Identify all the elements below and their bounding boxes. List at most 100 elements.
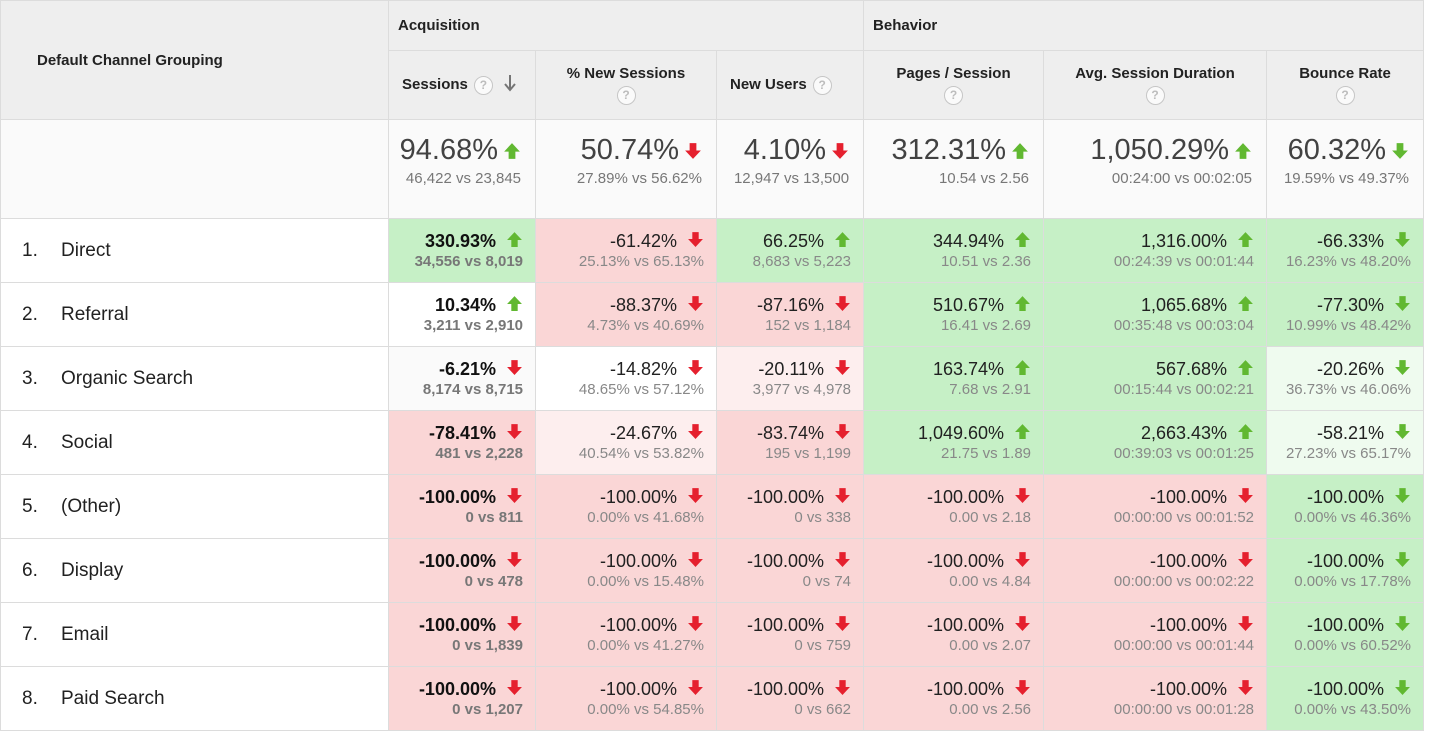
arrow-up-icon: [1237, 423, 1254, 445]
arrow-up-icon: [503, 135, 521, 168]
metric-cell-new-users: -100.00% 0 vs 338: [715, 474, 865, 539]
arrow-up-icon: [1237, 295, 1254, 317]
channel-link[interactable]: (Other): [61, 495, 122, 517]
arrow-down-icon: [834, 679, 851, 701]
dimension-header[interactable]: Default Channel Grouping: [0, 0, 389, 120]
metric-compare: 00:00:00 vs 00:01:52: [1113, 509, 1255, 526]
metric-value: -100.00%: [746, 551, 825, 571]
metric-value: 2,663.43%: [1140, 423, 1228, 443]
table-row: 5. (Other) -100.00% 0 vs 811 -100.00% 0.00% v…: [0, 474, 1425, 539]
row-index: 8.: [22, 687, 38, 709]
metric-compare: 00:15:44 vs 00:02:21: [1113, 381, 1255, 398]
metric-value: -100.00%: [1306, 615, 1385, 635]
summary-value: 50.74%: [580, 134, 679, 166]
arrow-down-icon: [1237, 679, 1254, 701]
metric-value: -58.21%: [1316, 423, 1385, 443]
arrow-down-icon: [834, 359, 851, 381]
column-header-new-users[interactable]: New Users?: [715, 50, 865, 120]
metric-value: -87.16%: [756, 295, 825, 315]
channel-link[interactable]: Email: [61, 623, 109, 645]
table-row: 6. Display -100.00% 0 vs 478 -100.00% 0.00% v…: [0, 538, 1425, 603]
metric-compare: 40.54% vs 53.82%: [578, 445, 704, 462]
metric-compare: 36.73% vs 46.06%: [1285, 381, 1412, 398]
metric-cell-bounce-rate: -100.00% 0.00% vs 43.50%: [1266, 666, 1425, 731]
channel-cell: 3. Organic Search: [0, 346, 389, 411]
metric-cell-pages-per-session: -100.00% 0.00 vs 2.56: [863, 666, 1045, 731]
metric-compare: 0.00 vs 4.84: [949, 573, 1032, 590]
channel-link[interactable]: Organic Search: [61, 367, 194, 389]
metric-cell-sessions: -100.00% 0 vs 1,207: [388, 666, 536, 731]
metric-value: -100.00%: [746, 487, 825, 507]
channel-link[interactable]: Social: [61, 431, 113, 453]
metric-value: -100.00%: [1306, 487, 1385, 507]
channel-cell: 6. Display: [0, 538, 389, 603]
metric-value: -14.82%: [609, 359, 677, 379]
arrow-up-icon: [1014, 295, 1031, 317]
metric-value: -100.00%: [599, 487, 677, 507]
column-header-sessions[interactable]: Sessions?: [388, 50, 536, 120]
arrow-down-icon: [1014, 551, 1031, 573]
arrow-down-icon: [1394, 423, 1411, 445]
metric-compare: 0 vs 759: [794, 637, 852, 654]
column-header-label: Pages / Session: [896, 65, 1011, 82]
metric-cell-new-sessions-pct: -88.37% 4.73% vs 40.69%: [535, 282, 717, 347]
summary-avg-session-duration: 1,050.29% 00:24:00 vs 00:02:05: [1043, 119, 1268, 219]
row-index: 5.: [22, 495, 38, 517]
arrow-down-icon[interactable]: [503, 74, 517, 96]
arrow-down-icon: [506, 551, 523, 573]
metric-cell-pages-per-session: 1,049.60% 21.75 vs 1.89: [863, 410, 1045, 475]
column-header-pages-per-session[interactable]: Pages / Session?: [863, 50, 1045, 120]
metric-compare: 0 vs 662: [794, 701, 852, 718]
metric-cell-sessions: -6.21% 8,174 vs 8,715: [388, 346, 536, 411]
metric-compare: 0 vs 1,207: [452, 701, 523, 718]
metric-cell-new-users: -100.00% 0 vs 662: [715, 666, 865, 731]
column-header-bounce-rate[interactable]: Bounce Rate?: [1266, 50, 1425, 120]
metric-compare: 00:00:00 vs 00:02:22: [1113, 573, 1255, 590]
table-row: 8. Paid Search -100.00% 0 vs 1,207 -100.00% 0…: [0, 666, 1425, 731]
metric-cell-avg-session-duration: 1,065.68% 00:35:48 vs 00:03:04: [1043, 282, 1268, 347]
channel-cell: 7. Email: [0, 602, 389, 667]
column-header-new-sessions-pct[interactable]: % New Sessions?: [535, 50, 717, 120]
channel-link[interactable]: Referral: [61, 303, 129, 325]
arrow-down-icon: [1237, 487, 1254, 509]
metric-value: 1,316.00%: [1140, 231, 1228, 251]
row-index: 3.: [22, 367, 38, 389]
channel-link[interactable]: Paid Search: [61, 687, 165, 709]
metric-compare: 195 vs 1,199: [765, 445, 852, 462]
metric-cell-pages-per-session: 344.94% 10.51 vs 2.36: [863, 218, 1045, 283]
table-row: 1. Direct 330.93% 34,556 vs 8,019 -61.42% 25.…: [0, 218, 1425, 283]
metric-value: -100.00%: [599, 615, 677, 635]
help-icon[interactable]: ?: [812, 75, 832, 95]
column-header-label: % New Sessions: [566, 65, 686, 82]
help-icon[interactable]: ?: [473, 75, 493, 95]
help-icon[interactable]: ?: [1145, 86, 1165, 105]
arrow-down-icon: [1237, 615, 1254, 637]
metric-value: -77.30%: [1316, 295, 1385, 315]
metric-value: -100.00%: [1306, 679, 1385, 699]
summary-bounce-rate: 60.32% 19.59% vs 49.37%: [1266, 119, 1425, 219]
metric-compare: 0 vs 338: [794, 509, 852, 526]
arrow-down-icon: [687, 231, 704, 253]
help-icon[interactable]: ?: [944, 86, 964, 105]
metric-compare: 00:00:00 vs 00:01:44: [1113, 637, 1255, 654]
arrow-down-icon: [506, 679, 523, 701]
arrow-down-icon: [1014, 679, 1031, 701]
help-icon[interactable]: ?: [616, 86, 636, 105]
summary-compare: 00:24:00 vs 00:02:05: [1111, 169, 1253, 187]
column-header-avg-session-duration[interactable]: Avg. Session Duration?: [1043, 50, 1268, 120]
metric-value: 163.74%: [932, 359, 1005, 379]
arrow-down-icon: [834, 615, 851, 637]
channel-link[interactable]: Display: [61, 559, 124, 581]
channel-link[interactable]: Direct: [61, 239, 111, 261]
metric-cell-new-sessions-pct: -100.00% 0.00% vs 15.48%: [535, 538, 717, 603]
channel-cell: 5. (Other): [0, 474, 389, 539]
arrow-down-icon: [831, 135, 849, 168]
help-icon[interactable]: ?: [1335, 86, 1355, 105]
arrow-down-icon: [834, 487, 851, 509]
metric-compare: 10.99% vs 48.42%: [1285, 317, 1412, 334]
arrow-up-icon: [1014, 423, 1031, 445]
metric-value: -100.00%: [926, 615, 1005, 635]
metric-compare: 0.00% vs 17.78%: [1294, 573, 1412, 590]
metric-cell-pages-per-session: 510.67% 16.41 vs 2.69: [863, 282, 1045, 347]
row-index: 2.: [22, 303, 38, 325]
